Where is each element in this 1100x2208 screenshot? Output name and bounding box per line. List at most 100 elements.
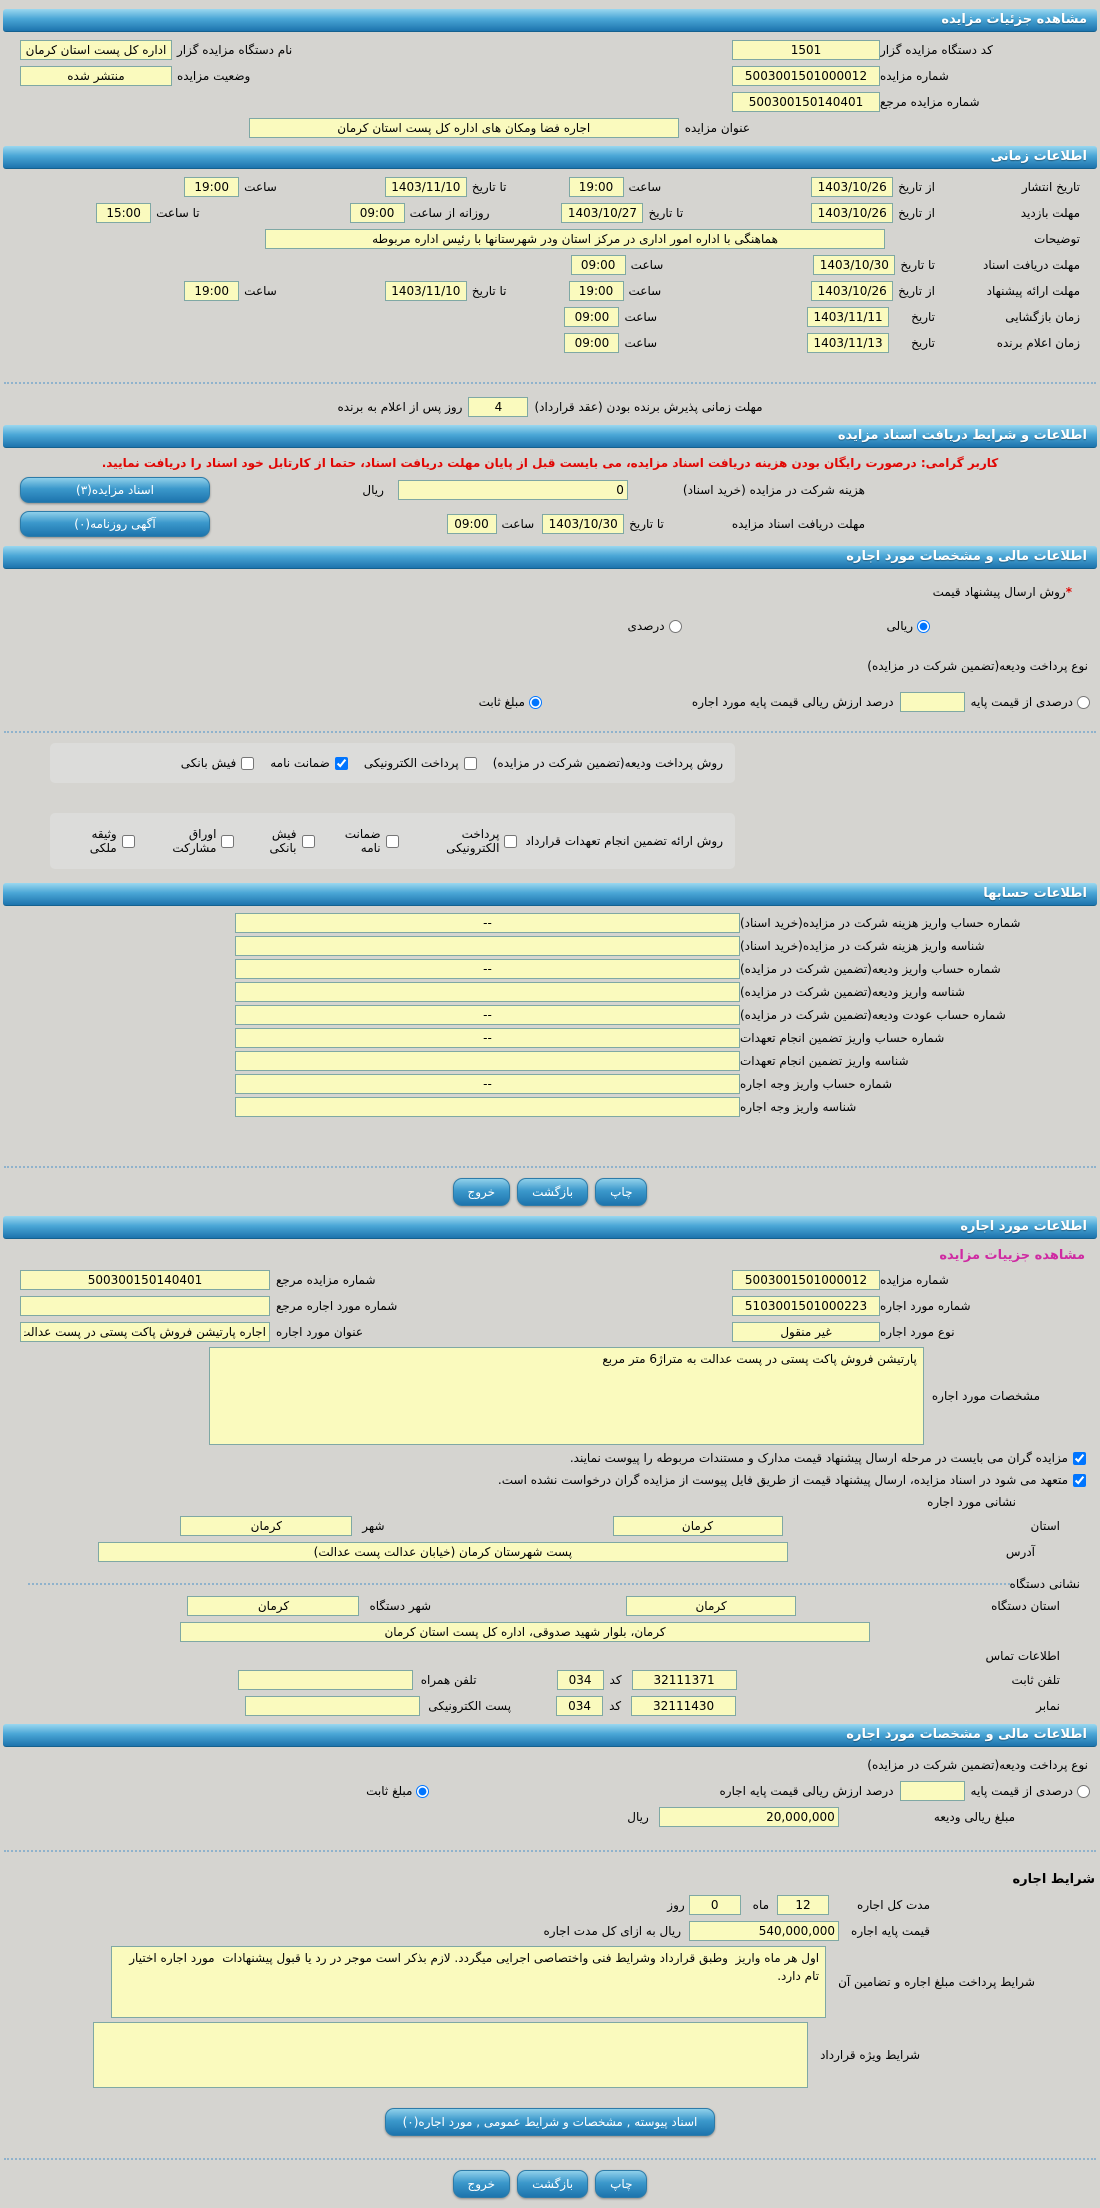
bonds-checkbox[interactable] — [221, 834, 235, 848]
payment-conditions-textarea[interactable]: اول هر ماه واریز وطبق قرارداد وشرایط فنی… — [111, 1946, 827, 2018]
device-city-input[interactable] — [187, 1596, 360, 1616]
fixed-amount-radio-2[interactable] — [416, 1784, 430, 1798]
row-deposit-type-label: نوع پرداخت ودیعه(تضمین شرکت در مزایده) — [0, 653, 1100, 679]
item-title-input[interactable] — [20, 1322, 270, 1342]
visit-from-time[interactable] — [349, 203, 405, 223]
percent-radio[interactable] — [668, 619, 682, 633]
device-name-input[interactable] — [20, 40, 172, 60]
account-input-rent[interactable] — [235, 1073, 740, 1094]
auction-no-input[interactable] — [732, 66, 880, 86]
row-winner-accept: مهلت زمانی پذیرش برنده بودن (عقد قرارداد… — [0, 394, 1100, 420]
fax-code-input[interactable] — [556, 1696, 604, 1716]
offer-from-time[interactable] — [568, 281, 624, 301]
visit-from-date[interactable] — [811, 203, 894, 223]
offer-to-date[interactable] — [384, 281, 467, 301]
print-button[interactable]: چاپ — [595, 2170, 648, 2198]
exit-button[interactable]: خروج — [452, 2170, 511, 2198]
device-province-input[interactable] — [626, 1596, 797, 1616]
mobile-input[interactable] — [237, 1670, 413, 1690]
rial-radio[interactable] — [917, 619, 930, 633]
visit-to-time[interactable] — [96, 203, 152, 223]
fixed-amount-radio[interactable] — [528, 695, 542, 709]
item-type-input[interactable] — [732, 1322, 880, 1342]
winner-announce-time[interactable] — [564, 333, 620, 353]
publish-from-date[interactable] — [811, 177, 894, 197]
auction-docs-button[interactable]: اسناد مزایده(۳) — [20, 477, 210, 503]
guarantee-checkbox[interactable] — [334, 756, 348, 770]
rent-days-input[interactable] — [688, 1895, 741, 1915]
account-row: شماره حساب واریز وجه اجاره — [0, 1072, 1100, 1095]
publish-from-time[interactable] — [568, 177, 624, 197]
base-price-input[interactable] — [689, 1921, 840, 1941]
fax-input[interactable] — [631, 1696, 737, 1716]
epay-checkbox-2[interactable] — [504, 834, 518, 848]
deposit-amount-input[interactable] — [658, 1807, 839, 1827]
visit-to-date[interactable] — [561, 203, 644, 223]
ref-no-input[interactable] — [732, 92, 880, 112]
epay-checkbox[interactable] — [463, 756, 477, 770]
notes-input[interactable] — [265, 229, 885, 249]
base-percent-radio-2[interactable] — [1077, 1784, 1090, 1798]
item-ref-input[interactable] — [20, 1296, 270, 1316]
winner-announce-date[interactable] — [807, 333, 890, 353]
item-ref-no-input[interactable] — [20, 1270, 270, 1290]
base-percent-input-2[interactable] — [899, 1781, 965, 1801]
fee-input[interactable] — [397, 480, 628, 500]
collateral-checkbox[interactable] — [121, 834, 135, 848]
account-input-obligation-id[interactable] — [235, 1050, 740, 1071]
status-input[interactable] — [20, 66, 172, 86]
winner-accept-days-input[interactable] — [468, 397, 529, 417]
attached-docs-button[interactable]: اسناد پیوسته , مشخصات و شرایط عمومی , مو… — [385, 2108, 715, 2136]
newspaper-ads-button[interactable]: آگهی روزنامه(۰) — [20, 511, 210, 537]
account-input-rent-id[interactable] — [235, 1096, 740, 1117]
exit-button[interactable]: خروج — [452, 1178, 511, 1206]
account-input-obligation[interactable] — [235, 1027, 740, 1048]
item-no-input[interactable] — [732, 1296, 880, 1316]
item-province-input[interactable] — [612, 1516, 783, 1536]
docs-deadline-date[interactable] — [813, 255, 896, 275]
phone-input[interactable] — [631, 1670, 737, 1690]
opening-date[interactable] — [807, 307, 890, 327]
winner-accept-suffix: روز پس از اعلام به برنده — [337, 400, 463, 414]
item-auction-no-input[interactable] — [732, 1270, 880, 1290]
account-input-fee-deposit[interactable] — [235, 912, 740, 933]
base-percent-input[interactable] — [899, 692, 965, 712]
publish-to-time[interactable] — [184, 177, 240, 197]
offer-to-time[interactable] — [184, 281, 240, 301]
publish-to-date[interactable] — [384, 177, 467, 197]
account-input-deposit-return[interactable] — [235, 1004, 740, 1025]
item-type-label: نوع مورد اجاره — [880, 1325, 955, 1339]
back-button[interactable]: بازگشت — [517, 2170, 589, 2198]
device-address-input[interactable] — [180, 1622, 870, 1642]
no-file-request-checkbox[interactable] — [1073, 1473, 1086, 1487]
auction-title-input[interactable] — [248, 118, 679, 138]
view-auction-details-link[interactable]: مشاهده جزییات مزایده — [939, 1248, 1085, 1263]
item-city-input[interactable] — [180, 1516, 353, 1536]
email-input[interactable] — [245, 1696, 421, 1716]
account-input-fee-id[interactable] — [235, 935, 740, 956]
special-conditions-textarea[interactable] — [93, 2022, 809, 2088]
guarantee-checkbox-2[interactable] — [385, 834, 399, 848]
item-specs-textarea[interactable]: پارتیشن فروش پاکت پستی در پست عدالت به م… — [208, 1347, 924, 1445]
phone-code-input[interactable] — [556, 1670, 604, 1690]
back-button[interactable]: بازگشت — [517, 1178, 589, 1206]
docs-deadline-date-input[interactable] — [542, 514, 625, 534]
docs-deadline-time-input[interactable] — [446, 514, 497, 534]
bank-slip-checkbox-2[interactable] — [301, 834, 315, 848]
rent-months-input[interactable] — [777, 1895, 830, 1915]
code-label: کد — [609, 1699, 622, 1713]
account-input-deposit[interactable] — [235, 958, 740, 979]
device-code-input[interactable] — [732, 40, 880, 60]
base-percent-radio[interactable] — [1077, 695, 1090, 709]
section-title: اطلاعات مالی و مشخصات مورد اجاره — [846, 549, 1087, 564]
status-label: وضعیت مزایده — [177, 69, 251, 83]
docs-deadline-time[interactable] — [570, 255, 626, 275]
print-button[interactable]: چاپ — [595, 1178, 648, 1206]
opening-time[interactable] — [564, 307, 620, 327]
code-label: کد — [609, 1673, 622, 1687]
offer-from-date[interactable] — [811, 281, 894, 301]
attach-docs-checkbox[interactable] — [1073, 1451, 1086, 1465]
item-address-input[interactable] — [97, 1542, 788, 1562]
bank-slip-checkbox[interactable] — [241, 756, 255, 770]
account-input-deposit-id[interactable] — [235, 981, 740, 1002]
